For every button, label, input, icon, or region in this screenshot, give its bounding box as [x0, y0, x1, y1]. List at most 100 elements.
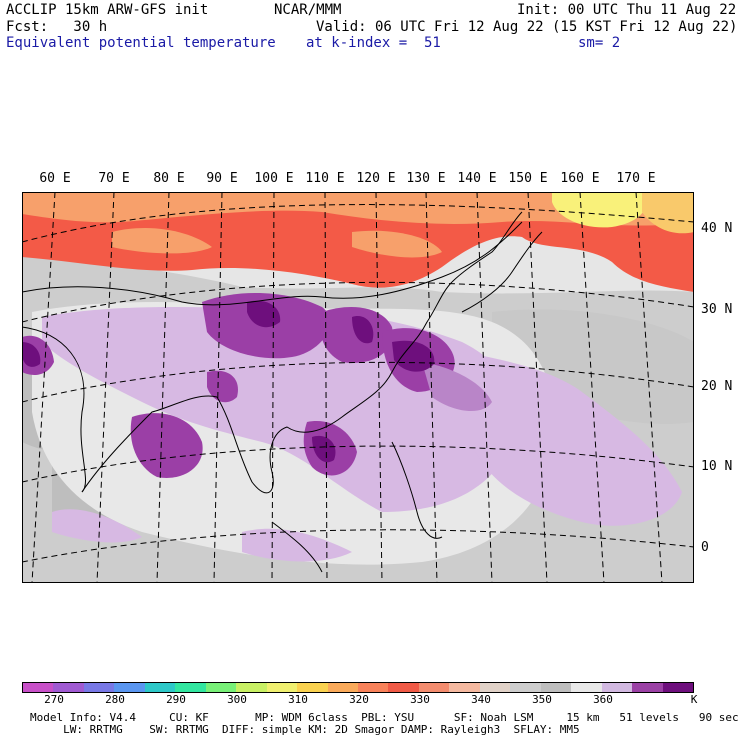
lon-line	[31, 192, 56, 583]
model-title: ACCLIP 15km ARW-GFS init	[6, 2, 209, 18]
mid-purple-field	[130, 413, 203, 478]
colorbar	[22, 682, 694, 693]
dark-purple-core	[352, 316, 374, 344]
lon-label: 120 E	[356, 171, 396, 186]
colorbar-tick-label: 290	[166, 693, 186, 706]
colorbar-swatch	[357, 683, 389, 692]
colorbar-swatch	[53, 683, 84, 692]
yellow-field-region	[552, 192, 646, 228]
valid-time: Valid: 06 UTC Fri 12 Aug 22 (15 KST Fri …	[316, 19, 738, 35]
map-border	[22, 192, 694, 583]
sumatra-coast	[271, 521, 323, 573]
philippines-coast	[391, 441, 443, 539]
colorbar-swatch	[601, 683, 633, 692]
orange-field-region	[642, 192, 694, 234]
lon-label: 130 E	[406, 171, 446, 186]
orange-field-region	[112, 227, 212, 254]
lon-line	[96, 192, 115, 583]
lon-label: 80 E	[153, 171, 185, 186]
lon-label: 60 E	[39, 171, 71, 186]
lat-line	[22, 445, 694, 483]
lon-line	[425, 192, 438, 583]
colorbar-swatch	[571, 683, 602, 692]
orange-field-region	[22, 192, 694, 226]
lon-label: 90 E	[206, 171, 238, 186]
lon-label: 160 E	[560, 171, 600, 186]
colorbar-swatch	[23, 683, 54, 692]
mid-purple-field	[422, 362, 492, 412]
colorbar-swatch	[114, 683, 145, 692]
se-asia-china-coast	[216, 281, 453, 494]
colorbar-swatch	[662, 683, 693, 692]
lon-label: 110 E	[305, 171, 345, 186]
japan-coast	[461, 231, 543, 313]
lon-line	[213, 192, 223, 583]
light-purple-field	[242, 528, 352, 562]
init-time: Init: 00 UTC Thu 11 Aug 22	[517, 2, 737, 18]
lon-label: 170 E	[616, 171, 656, 186]
lon-line	[527, 192, 548, 583]
lon-label: 100 E	[254, 171, 294, 186]
lat-label: 30 N	[701, 302, 733, 317]
india-west-coast	[22, 326, 86, 493]
dark-purple-core	[312, 435, 336, 463]
dark-purple-core	[392, 340, 435, 372]
lon-label: 150 E	[508, 171, 548, 186]
colorbar-swatch	[449, 683, 480, 692]
colorbar-tick-label: 330	[410, 693, 430, 706]
lat-line	[22, 204, 694, 243]
colorbar-tick-label: 340	[471, 693, 491, 706]
colorbar-tick-label: 280	[105, 693, 125, 706]
colorbar-swatch	[510, 683, 541, 692]
colorbar-swatch	[479, 683, 511, 692]
country-border	[22, 286, 323, 306]
colorbar-swatch	[327, 683, 358, 692]
center-label: NCAR/MMM	[274, 2, 342, 18]
lat-label: 10 N	[701, 459, 733, 474]
forecast-hour: Fcst: 30 h	[6, 19, 108, 35]
colorbar-swatch	[175, 683, 206, 692]
colorbar-swatch	[83, 683, 115, 692]
colorbar-tick-label: 270	[44, 693, 64, 706]
colorbar-swatch	[540, 683, 572, 692]
colorbar-swatch	[632, 683, 663, 692]
colorbar-tick-label: 360	[593, 693, 613, 706]
dark-purple-core	[247, 300, 281, 328]
lon-label: 70 E	[98, 171, 130, 186]
india-east-coast	[81, 395, 218, 493]
model-info-line2: LW: RRTMG SW: RRTMG DIFF: simple KM: 2D …	[30, 723, 580, 736]
korea-coast	[451, 211, 523, 283]
lon-line	[579, 192, 605, 583]
graticule	[22, 192, 694, 583]
light-purple-field	[52, 509, 142, 543]
colorbar-unit: K	[690, 693, 698, 706]
dark-purple-core	[22, 342, 41, 367]
lon-line	[324, 192, 328, 583]
lat-label: 20 N	[701, 379, 733, 394]
lon-line	[635, 192, 663, 583]
colorbar-swatch	[266, 683, 298, 692]
model-info-line1: Model Info: V4.4 CU: KF MP: WDM 6class P…	[30, 711, 739, 724]
colorbar-swatch	[418, 683, 450, 692]
lat-line	[22, 361, 694, 403]
colorbar-tick-label: 310	[288, 693, 308, 706]
equivalent-potential-temperature-map	[22, 192, 694, 583]
colorbar-tick-label: 350	[532, 693, 552, 706]
orange-field-region	[352, 230, 442, 258]
colorbar-swatch	[144, 683, 176, 692]
colorbar-tick-label: 300	[227, 693, 247, 706]
lon-label: 140 E	[457, 171, 497, 186]
coastlines	[22, 211, 543, 573]
mid-purple-field	[207, 370, 238, 403]
country-border	[321, 221, 523, 299]
colorbar-swatch	[236, 683, 267, 692]
colorbar-swatch	[297, 683, 328, 692]
colorbar-swatch	[388, 683, 419, 692]
level-label: at k-index = 51	[306, 35, 441, 51]
lat-label: 0	[701, 540, 709, 555]
lat-line	[22, 281, 694, 323]
colorbar-tick-label: 320	[349, 693, 369, 706]
colorbar-swatch	[205, 683, 237, 692]
lon-line	[476, 192, 493, 583]
lon-line	[375, 192, 383, 583]
